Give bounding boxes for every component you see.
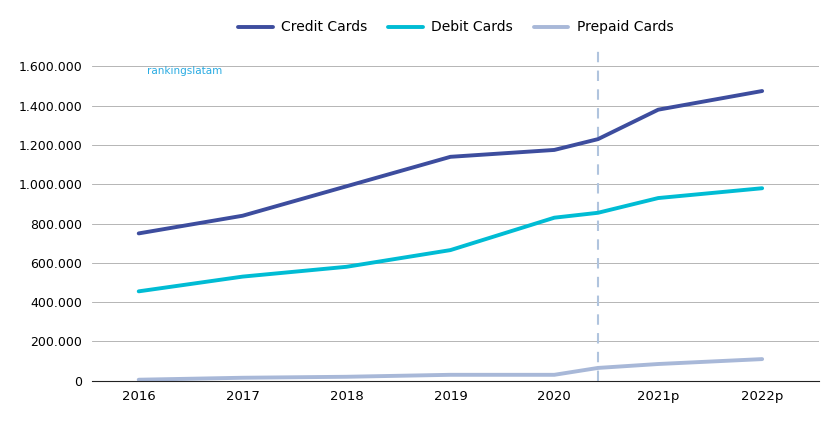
Text: rankingslatam: rankingslatam <box>146 66 222 76</box>
Prepaid Cards <box>134 377 144 382</box>
Prepaid Cards <box>757 357 767 362</box>
Prepaid Cards <box>593 365 603 371</box>
Credit Cards <box>549 147 559 152</box>
Legend: Credit Cards, Debit Cards, Prepaid Cards: Credit Cards, Debit Cards, Prepaid Cards <box>232 15 679 40</box>
Debit Cards <box>757 186 767 191</box>
Credit Cards <box>341 184 351 189</box>
Credit Cards <box>446 154 456 159</box>
Line: Debit Cards: Debit Cards <box>139 188 762 291</box>
Credit Cards <box>757 88 767 93</box>
Credit Cards <box>653 107 663 112</box>
Debit Cards <box>134 289 144 294</box>
Line: Credit Cards: Credit Cards <box>139 91 762 233</box>
Credit Cards <box>237 213 247 218</box>
Debit Cards <box>341 264 351 269</box>
Prepaid Cards <box>237 375 247 380</box>
Debit Cards <box>593 210 603 215</box>
Credit Cards <box>134 231 144 236</box>
Credit Cards <box>593 137 603 142</box>
Debit Cards <box>549 215 559 220</box>
Debit Cards <box>653 195 663 201</box>
Line: Prepaid Cards: Prepaid Cards <box>139 359 762 380</box>
Prepaid Cards <box>341 374 351 379</box>
Debit Cards <box>237 274 247 279</box>
Prepaid Cards <box>549 372 559 377</box>
Debit Cards <box>446 247 456 253</box>
Prepaid Cards <box>446 372 456 377</box>
Prepaid Cards <box>653 362 663 367</box>
